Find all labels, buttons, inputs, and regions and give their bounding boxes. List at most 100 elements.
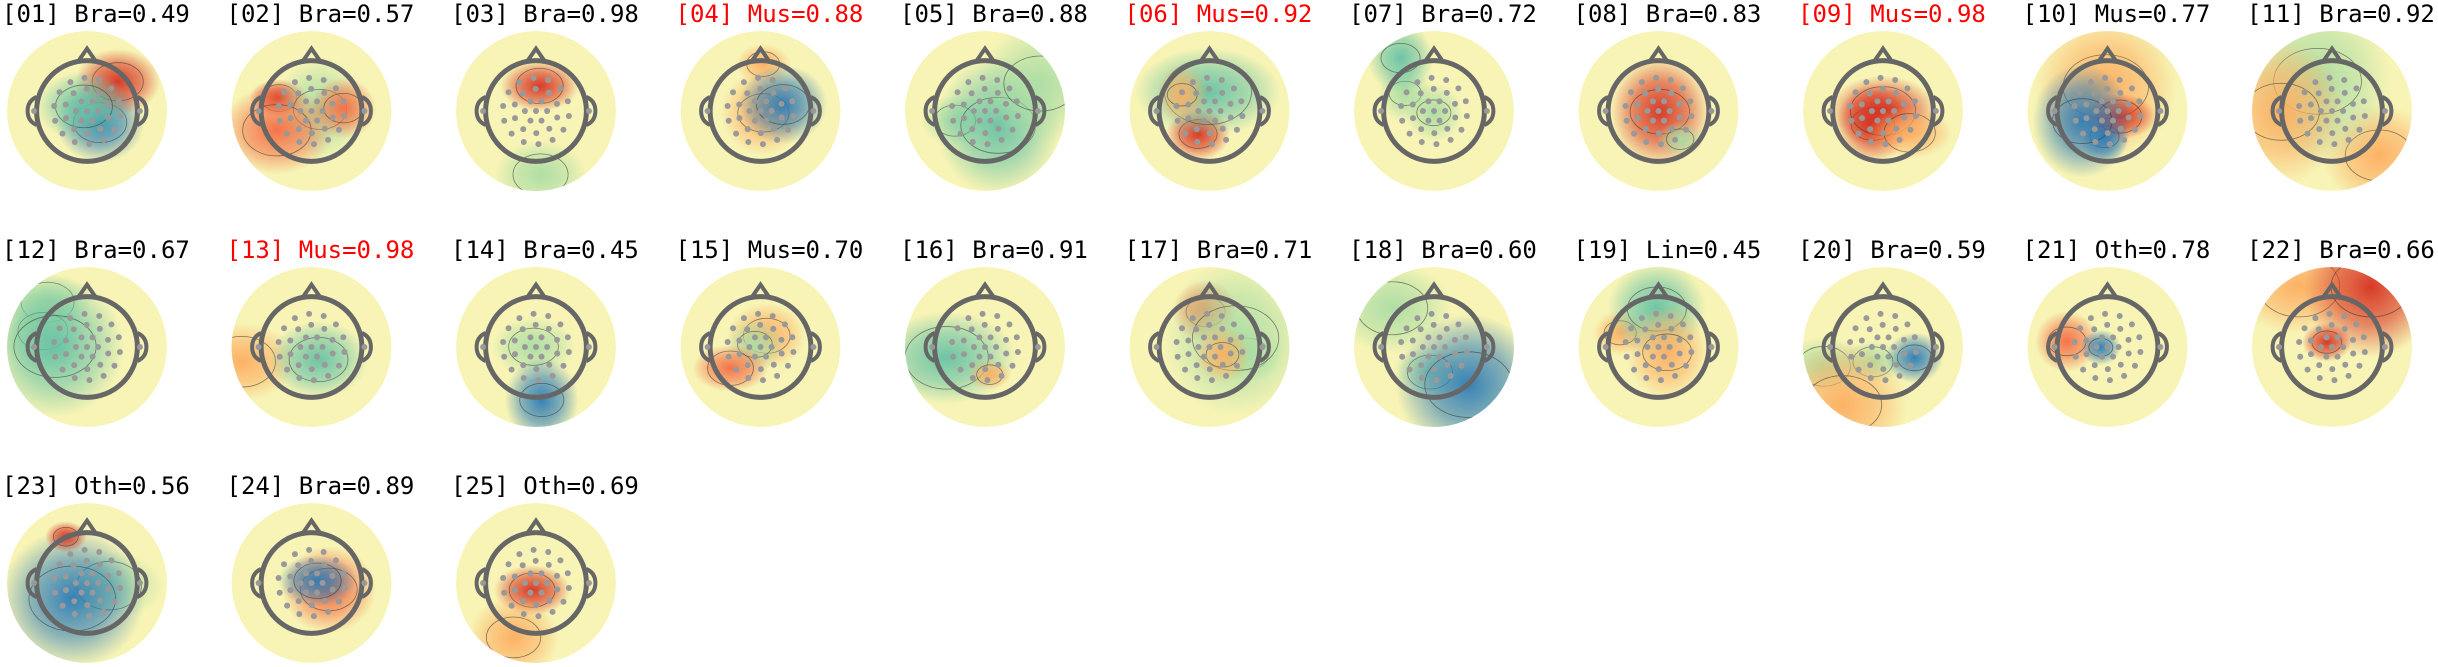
electrode <box>1827 344 1834 350</box>
component-label: [15] Mus=0.70 <box>676 236 864 264</box>
electrode <box>784 126 791 133</box>
nose <box>525 517 547 535</box>
electrode <box>532 321 539 328</box>
electrode <box>982 366 989 373</box>
ear-right <box>585 95 598 127</box>
electrode <box>2092 138 2099 145</box>
electrode <box>295 362 302 369</box>
electrode <box>1425 117 1432 124</box>
electrode <box>1219 89 1226 96</box>
electrode <box>70 90 77 97</box>
electrode <box>1623 353 1630 360</box>
electrode <box>480 344 487 350</box>
electrode <box>987 334 994 341</box>
electrode <box>72 344 79 350</box>
electrode <box>532 557 539 564</box>
electrode <box>527 117 534 124</box>
electrode <box>545 325 552 332</box>
electrode <box>2117 325 2124 332</box>
electrode <box>1676 336 1683 343</box>
electrode <box>2341 325 2348 332</box>
electrode <box>533 130 540 137</box>
ear-left <box>1148 95 1161 127</box>
electrode <box>2110 117 2117 124</box>
electrode <box>284 366 291 373</box>
electrode <box>1666 344 1673 350</box>
electrode <box>1193 326 1200 333</box>
electrode <box>512 587 519 594</box>
electrode <box>295 598 302 605</box>
electrode <box>96 549 103 556</box>
electrode <box>501 353 508 360</box>
electrode <box>51 574 58 581</box>
electrode <box>2051 344 2058 350</box>
electrode <box>527 570 534 577</box>
electrode <box>297 580 304 586</box>
electrode <box>2136 334 2143 341</box>
electrode <box>969 138 976 145</box>
electrode <box>768 108 775 114</box>
electrode <box>2342 125 2349 132</box>
electrode <box>329 336 336 343</box>
electrode <box>1425 353 1432 360</box>
electrode <box>1204 74 1211 81</box>
electrode <box>1880 366 1887 373</box>
electrode <box>314 98 321 105</box>
nose <box>76 517 98 535</box>
electrode <box>533 580 539 586</box>
electrode <box>535 141 542 148</box>
electrode <box>1912 113 1919 120</box>
electrode <box>1455 85 1462 92</box>
electrode <box>979 310 986 317</box>
electrode <box>1259 108 1266 114</box>
electrode <box>736 115 743 122</box>
component: [24] Bra=0.89 <box>227 472 414 663</box>
electrode <box>67 79 74 86</box>
electrode <box>332 321 339 328</box>
electrode <box>78 117 85 124</box>
electrode <box>1399 353 1406 360</box>
electrode <box>1676 350 1683 357</box>
electrode <box>136 580 143 586</box>
electrode <box>83 557 90 564</box>
electrode <box>255 580 262 586</box>
electrode <box>100 136 107 143</box>
electrode <box>778 100 785 107</box>
electrode <box>724 338 731 345</box>
electrode <box>1223 372 1230 379</box>
electrode <box>86 613 93 620</box>
component: [07] Bra=0.72 <box>1349 0 1537 191</box>
electrode <box>1436 98 1443 105</box>
electrode <box>520 126 527 133</box>
electrode <box>736 101 743 108</box>
electrode <box>1661 117 1668 124</box>
electrode <box>960 337 967 344</box>
electrode <box>84 108 90 114</box>
topomap-blob <box>1657 121 1704 157</box>
electrode <box>508 366 515 373</box>
electrode <box>78 353 85 360</box>
electrode <box>2340 344 2347 350</box>
electrode <box>533 344 539 350</box>
electrode <box>1668 361 1675 368</box>
electrode <box>1227 350 1234 357</box>
electrode <box>1859 351 1866 358</box>
electrode <box>1193 362 1200 369</box>
electrode <box>1219 125 1226 132</box>
electrode <box>781 85 788 92</box>
electrode <box>1455 321 1462 328</box>
electrode <box>1638 79 1645 86</box>
electrode <box>763 334 770 341</box>
electrode <box>520 362 527 369</box>
component-label: [12] Bra=0.67 <box>2 236 190 264</box>
electrode <box>751 334 758 341</box>
electrode <box>2093 108 2100 114</box>
nose <box>2096 281 2119 299</box>
electrode <box>976 117 983 124</box>
electrode <box>321 361 328 368</box>
electrode <box>295 126 302 133</box>
electrode <box>1451 336 1458 343</box>
electrode <box>1458 126 1465 133</box>
electrode <box>1206 85 1213 92</box>
electrode <box>340 570 347 577</box>
